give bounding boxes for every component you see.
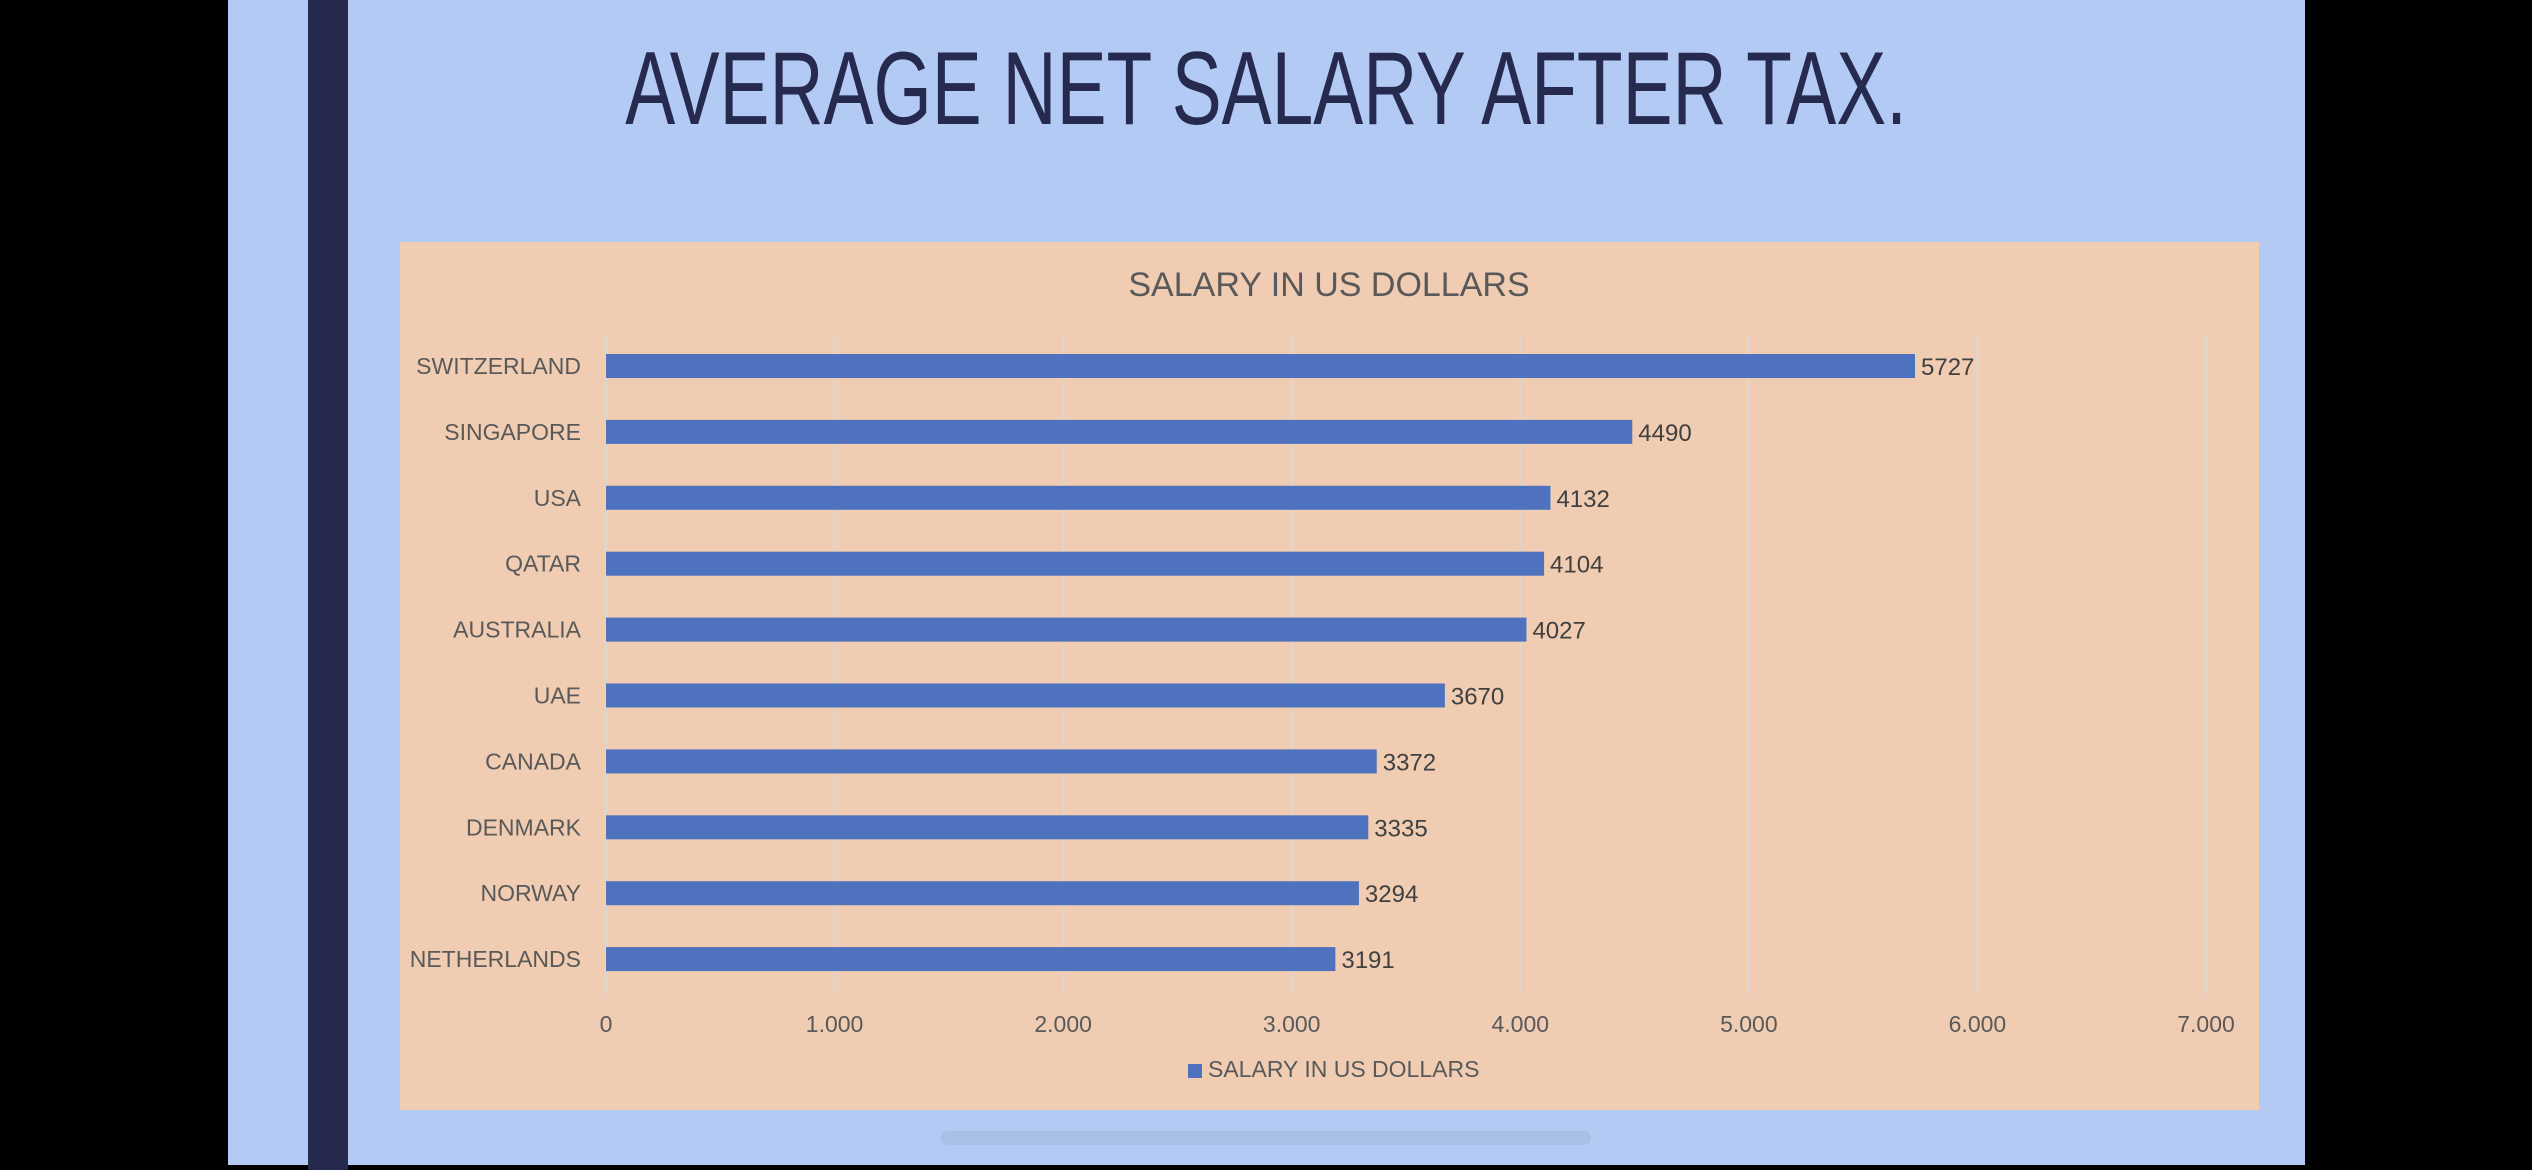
data-label: 3670	[1451, 684, 1504, 711]
bar	[606, 947, 1336, 972]
category-label: AUSTRALIA	[453, 617, 581, 643]
data-label: 4027	[1532, 618, 1585, 645]
bar	[606, 485, 1551, 510]
x-tick-label: 4.000	[1492, 1011, 1550, 1037]
category-label: USA	[534, 485, 582, 511]
bar	[606, 354, 1916, 378]
x-tick-label: 3.000	[1263, 1011, 1321, 1037]
x-tick-label: 1.000	[806, 1011, 864, 1037]
data-label: 3372	[1383, 749, 1436, 776]
slide-title: AVERAGE NET SALARY AFTER TAX.	[0, 30, 2532, 149]
bar	[606, 749, 1377, 774]
bar	[606, 683, 1445, 708]
data-label: 4104	[1550, 552, 1603, 579]
accent-bar	[308, 0, 348, 1170]
horizontal-scrollbar[interactable]	[941, 1131, 1591, 1145]
category-label: SWITZERLAND	[416, 353, 581, 379]
legend-label: SALARY IN US DOLLARS	[1208, 1056, 1479, 1082]
bar-chart: SALARY IN US DOLLARS SWITZERLAND 5727 SING…	[410, 266, 2235, 1082]
category-label: SINGAPORE	[444, 419, 581, 445]
category-label: UAE	[534, 683, 581, 709]
chart-area[interactable]: SALARY IN US DOLLARS SWITZERLAND 5727 SING…	[400, 242, 2259, 1110]
bar	[606, 551, 1545, 576]
data-label: 4132	[1556, 486, 1609, 513]
category-label: NETHERLANDS	[410, 946, 581, 972]
x-tick-label: 2.000	[1034, 1011, 1092, 1037]
x-tick-label: 0	[600, 1011, 613, 1037]
category-label: DENMARK	[466, 814, 582, 840]
data-label: 3335	[1374, 815, 1427, 842]
chart-title: SALARY IN US DOLLARS	[1128, 266, 1529, 304]
bar	[606, 617, 1527, 642]
data-label: 3191	[1341, 947, 1394, 974]
bar	[606, 881, 1359, 906]
slide-title-text: AVERAGE NET SALARY AFTER TAX.	[625, 31, 1907, 147]
x-tick-label: 7.000	[2177, 1011, 2235, 1037]
legend-swatch	[1188, 1064, 1202, 1078]
category-label: NORWAY	[480, 880, 581, 906]
data-label: 5727	[1921, 354, 1974, 381]
category-label: QATAR	[505, 551, 581, 577]
data-label: 3294	[1365, 881, 1418, 908]
data-label: 4490	[1638, 420, 1691, 447]
x-tick-label: 5.000	[1720, 1011, 1778, 1037]
x-tick-label: 6.000	[1949, 1011, 2007, 1037]
bar	[606, 815, 1369, 840]
category-label: CANADA	[485, 748, 582, 774]
bar	[606, 419, 1633, 444]
